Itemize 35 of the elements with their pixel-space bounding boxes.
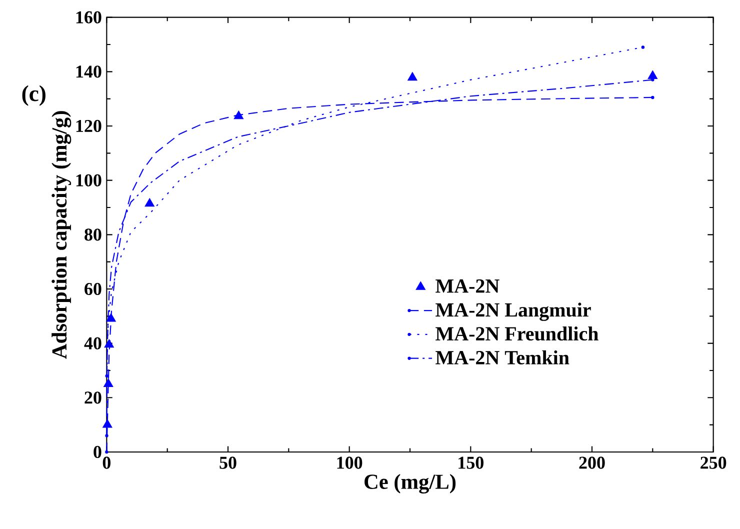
legend-label: MA-2N Temkin <box>436 350 570 364</box>
legend-label: MA-2N <box>436 279 500 293</box>
y-tick-label: 40 <box>84 337 102 350</box>
x-tick-label: 250 <box>700 456 726 469</box>
point <box>105 374 108 378</box>
point <box>105 434 108 438</box>
y-tick-label: 140 <box>76 66 102 78</box>
y-tick-label: 100 <box>76 174 102 186</box>
point <box>651 96 654 100</box>
y-tick-label: 120 <box>76 120 102 132</box>
point <box>648 70 658 79</box>
legend-label: MA-2N Freundlich <box>436 326 598 341</box>
x-tick-label: 100 <box>337 456 362 469</box>
y-tick-label: 160 <box>76 11 102 24</box>
x-tick-label: 0 <box>102 456 110 469</box>
y-tick-label: 0 <box>94 446 102 458</box>
y-tick-label: 60 <box>84 282 102 296</box>
point <box>144 198 155 207</box>
x-tick-label: 200 <box>579 456 605 469</box>
point <box>234 110 244 120</box>
x-tick-label: 50 <box>220 456 236 469</box>
point <box>104 339 114 348</box>
point <box>106 313 116 322</box>
text: (c) <box>22 85 46 106</box>
point <box>103 378 114 388</box>
y-tick-label: 20 <box>84 392 102 404</box>
y-tick-label: 80 <box>84 228 102 241</box>
point <box>105 450 108 454</box>
point <box>102 419 112 428</box>
x-axis-title: Ce (mg/L) <box>364 474 456 494</box>
y-axis-title: Adsorption capacity (mg/g) <box>52 111 72 359</box>
point <box>408 72 418 81</box>
point <box>641 46 645 49</box>
x-tick-label: 150 <box>458 456 484 469</box>
legend-label: MA-2N Langmuir <box>436 302 591 321</box>
